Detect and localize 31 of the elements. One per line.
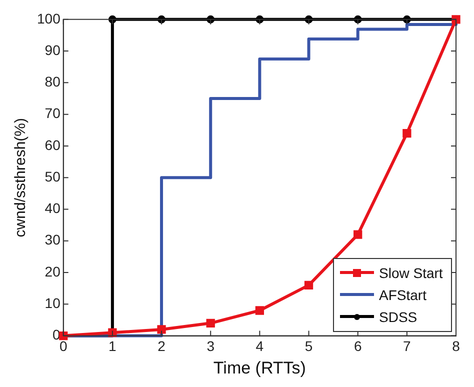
point <box>255 306 264 315</box>
y-tick-label: 80 <box>44 74 61 90</box>
y-tick-label: 50 <box>44 168 61 184</box>
point <box>158 15 166 24</box>
point <box>157 325 166 334</box>
x-axis-title: Time (RTTs) <box>213 358 306 378</box>
legend-label: SDSS <box>379 308 418 325</box>
y-tick-label: 60 <box>44 136 61 153</box>
x-tick-label: 4 <box>256 338 264 354</box>
legend-label: AFStart <box>379 286 426 303</box>
y-tick-label: 90 <box>44 42 61 58</box>
x-tick-label: 5 <box>304 338 313 354</box>
x-tick-label: 3 <box>206 338 215 354</box>
point <box>206 318 215 328</box>
point <box>354 230 362 239</box>
y-tick-label: 70 <box>44 105 61 122</box>
y-tick-label: 30 <box>44 232 61 248</box>
point <box>304 280 314 290</box>
y-tick-label: 40 <box>44 200 61 216</box>
x-tick-label: 1 <box>108 338 117 354</box>
y-axis-title: cwnd/ssthresh(%) <box>12 118 30 238</box>
x-tick-label: 7 <box>403 338 412 354</box>
x-tick-label: 8 <box>452 338 460 354</box>
x-tick-label: 2 <box>158 338 166 354</box>
y-tick-label: 10 <box>44 295 61 312</box>
point <box>108 328 117 337</box>
point <box>402 128 412 138</box>
y-tick-label: 100 <box>37 10 61 26</box>
y-tick-label: 20 <box>44 263 61 280</box>
legend-label: Slow Start <box>379 264 443 281</box>
x-tick-label: 6 <box>354 338 362 354</box>
